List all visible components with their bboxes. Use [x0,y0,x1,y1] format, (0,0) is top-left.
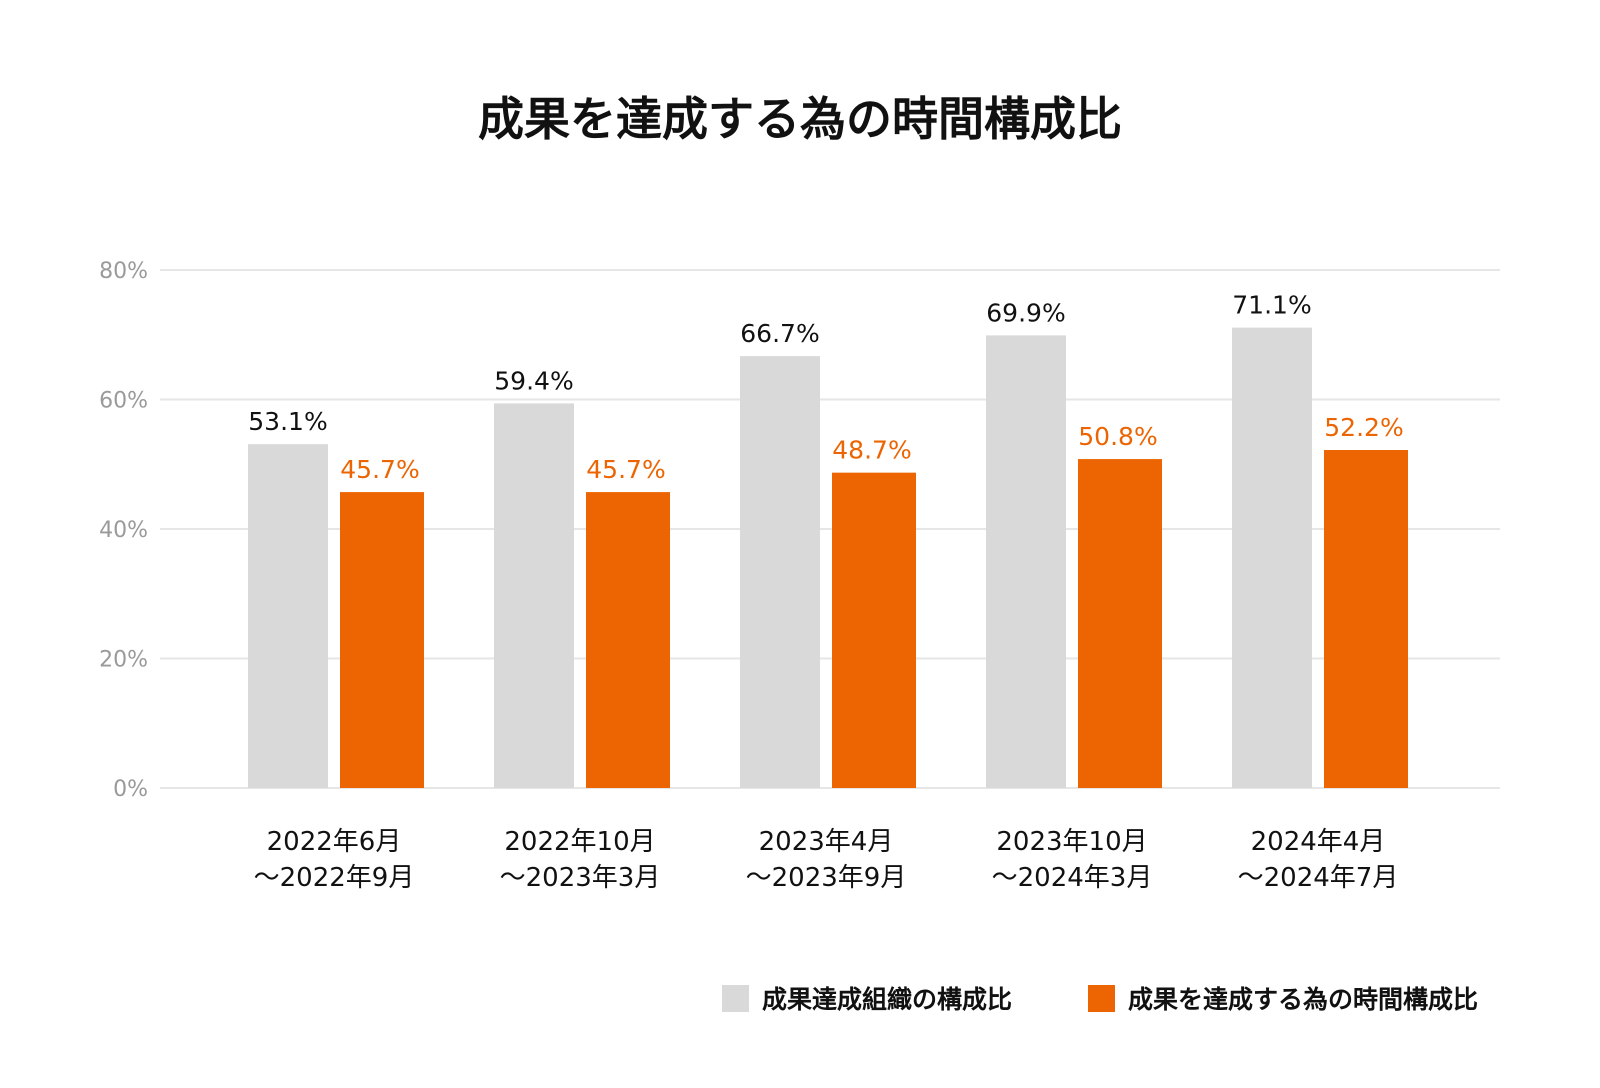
bar [986,335,1066,788]
data-label: 71.1% [1232,291,1311,320]
bar [1324,450,1408,788]
x-tick-label: ～2024年3月 [992,863,1153,893]
data-label: 45.7% [340,455,419,484]
x-tick-label: 2022年6月 [267,827,402,857]
legend-label: 成果を達成する為の時間構成比 [1128,985,1478,1014]
data-label: 59.4% [494,366,573,395]
bar [1232,327,1312,788]
bar [740,356,820,788]
data-label: 69.9% [986,298,1065,327]
legend-label: 成果達成組織の構成比 [762,985,1012,1014]
x-tick-label: ～2024年7月 [1238,863,1399,893]
legend-swatch [722,985,749,1012]
y-tick-label: 60% [99,389,148,414]
bar [1078,459,1162,788]
bar [340,492,424,788]
data-label: 66.7% [740,319,819,348]
y-tick-label: 0% [113,777,148,802]
x-tick-label: 2024年4月 [1251,827,1386,857]
data-label: 52.2% [1324,413,1403,442]
bar [586,492,670,788]
y-tick-label: 20% [99,648,148,673]
legend: 成果達成組織の構成比 成果を達成する為の時間構成比 [722,985,1478,1014]
bar [494,403,574,788]
y-axis: 0% 20% 40% 60% 80% [99,259,148,802]
legend-swatch [1088,985,1115,1012]
data-label: 48.7% [832,436,911,465]
bar [248,444,328,788]
data-label: 45.7% [586,455,665,484]
data-label: 50.8% [1078,422,1157,451]
x-tick-label: ～2023年3月 [500,863,661,893]
x-tick-label: 2022年10月 [504,827,655,857]
bars: 53.1% 45.7% 59.4% 45.7% 66.7% 48.7% 69.9% 50.8%… [248,291,1408,788]
bar [832,472,916,788]
x-tick-label: 2023年4月 [759,827,894,857]
x-tick-label: ～2023年9月 [746,863,907,893]
x-tick-label: 2023年10月 [996,827,1147,857]
data-label: 53.1% [248,407,327,436]
chart-title: 成果を達成する為の時間構成比 [478,92,1122,146]
x-axis: 2022年6月 ～2022年9月 2022年10月 ～2023年3月 2023年4月 ～2… [254,827,1399,893]
y-tick-label: 40% [99,518,148,543]
x-tick-label: ～2022年9月 [254,863,415,893]
y-tick-label: 80% [99,259,148,284]
